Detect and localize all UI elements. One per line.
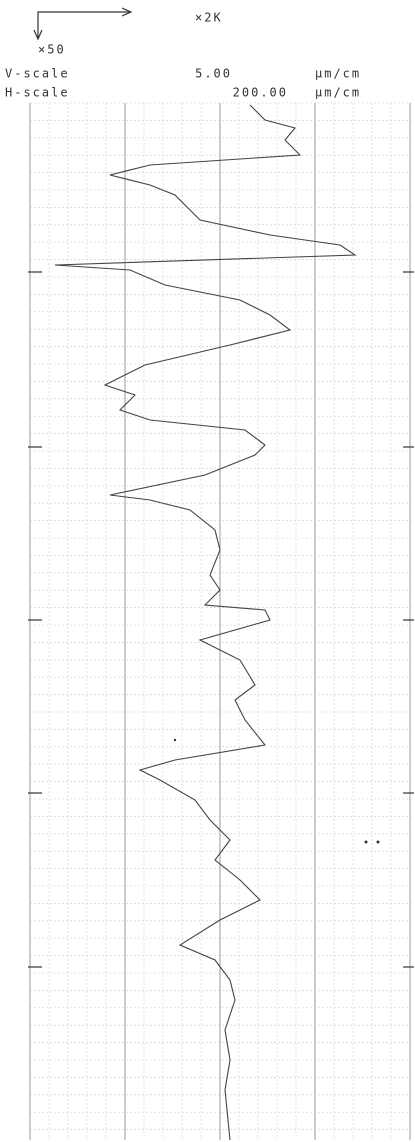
h-scale-unit: µm/cm [315, 86, 361, 100]
h-scale-label: H-scale [5, 86, 70, 100]
axis-arrows [33, 7, 133, 41]
v-scale-unit: µm/cm [315, 67, 361, 81]
v-scale-value: 5.00 [195, 67, 232, 81]
specks [173, 738, 380, 844]
v-magnification: ×50 [38, 43, 66, 57]
v-scale-label: V-scale [5, 67, 70, 81]
h-scale-value: 200.00 [233, 86, 288, 100]
h-magnification: ×2K [195, 11, 223, 25]
profile-trace [54, 104, 357, 1141]
grid [28, 102, 414, 1140]
